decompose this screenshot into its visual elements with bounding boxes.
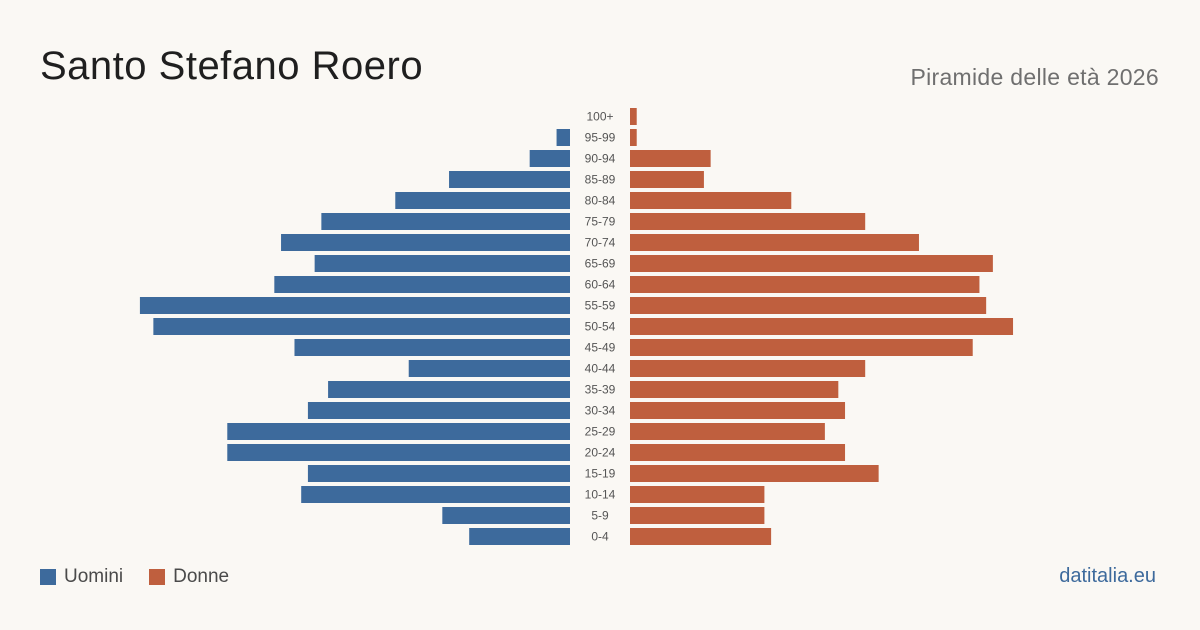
legend-label-women: Donne [173, 566, 230, 587]
bar-women-75-79 [630, 213, 866, 230]
bar-men-20-24 [227, 444, 570, 461]
age-label-70-74: 70-74 [585, 236, 616, 250]
legend-item-men: Uomini [40, 566, 123, 588]
bar-women-0-4 [630, 528, 772, 545]
bar-men-10-14 [301, 486, 570, 503]
brand-link[interactable]: datitalia.eu [1059, 565, 1156, 587]
bar-women-25-29 [630, 423, 825, 440]
age-label-95-99: 95-99 [585, 131, 616, 145]
bar-men-50-54 [153, 318, 571, 335]
age-label-0-4: 0-4 [591, 530, 609, 544]
bar-women-10-14 [630, 486, 765, 503]
legend-swatch-men [40, 569, 56, 585]
chart-subtitle: Piramide delle età 2026 [910, 64, 1159, 90]
bar-men-55-59 [139, 297, 571, 314]
age-label-50-54: 50-54 [585, 320, 616, 334]
age-label-60-64: 60-64 [585, 278, 616, 292]
age-label-5-9: 5-9 [591, 509, 609, 523]
bar-women-45-49 [630, 339, 973, 356]
bar-women-55-59 [630, 297, 987, 314]
bar-men-65-69 [314, 255, 570, 272]
bar-women-70-74 [630, 234, 919, 251]
bar-men-25-29 [227, 423, 570, 440]
bar-men-60-64 [274, 276, 570, 293]
age-label-55-59: 55-59 [585, 299, 616, 313]
age-label-45-49: 45-49 [585, 341, 616, 355]
age-label-100+: 100+ [586, 110, 613, 124]
bar-women-80-84 [630, 192, 792, 209]
age-label-65-69: 65-69 [585, 257, 616, 271]
bar-men-5-9 [442, 507, 570, 524]
legend-swatch-women [149, 569, 166, 585]
bar-women-100+ [630, 108, 637, 125]
age-label-25-29: 25-29 [585, 425, 616, 439]
bar-women-50-54 [630, 318, 1014, 335]
age-label-30-34: 30-34 [585, 404, 616, 418]
bar-men-40-44 [408, 360, 570, 377]
bar-women-90-94 [630, 150, 711, 167]
bar-women-30-34 [630, 402, 846, 419]
bar-men-90-94 [529, 150, 570, 167]
bar-men-80-84 [395, 192, 570, 209]
bar-men-95-99 [556, 129, 570, 146]
age-label-15-19: 15-19 [585, 467, 616, 481]
page-title: Santo Stefano Roero [40, 44, 424, 88]
age-label-20-24: 20-24 [585, 446, 616, 460]
bar-women-20-24 [630, 444, 846, 461]
bar-women-40-44 [630, 360, 866, 377]
bar-women-35-39 [630, 381, 839, 398]
legend-item-women: Donne [149, 566, 229, 588]
bar-men-85-89 [449, 171, 570, 188]
age-label-80-84: 80-84 [585, 194, 616, 208]
bar-women-15-19 [630, 465, 879, 482]
age-label-75-79: 75-79 [585, 215, 616, 229]
legend-label-men: Uomini [64, 566, 124, 587]
bar-men-45-49 [294, 339, 570, 356]
age-label-35-39: 35-39 [585, 383, 616, 397]
bar-men-0-4 [469, 528, 570, 545]
bar-men-35-39 [328, 381, 570, 398]
bar-men-30-34 [307, 402, 570, 419]
bar-men-70-74 [281, 234, 570, 251]
bar-women-60-64 [630, 276, 980, 293]
age-label-85-89: 85-89 [585, 173, 616, 187]
bar-women-65-69 [630, 255, 993, 272]
age-label-40-44: 40-44 [585, 362, 616, 376]
bar-men-15-19 [307, 465, 570, 482]
bar-women-5-9 [630, 507, 765, 524]
legend: Uomini Donne [40, 566, 255, 588]
bar-men-75-79 [321, 213, 570, 230]
age-label-90-94: 90-94 [585, 152, 616, 166]
bar-women-85-89 [630, 171, 704, 188]
age-label-10-14: 10-14 [585, 488, 616, 502]
bar-women-95-99 [630, 129, 637, 146]
